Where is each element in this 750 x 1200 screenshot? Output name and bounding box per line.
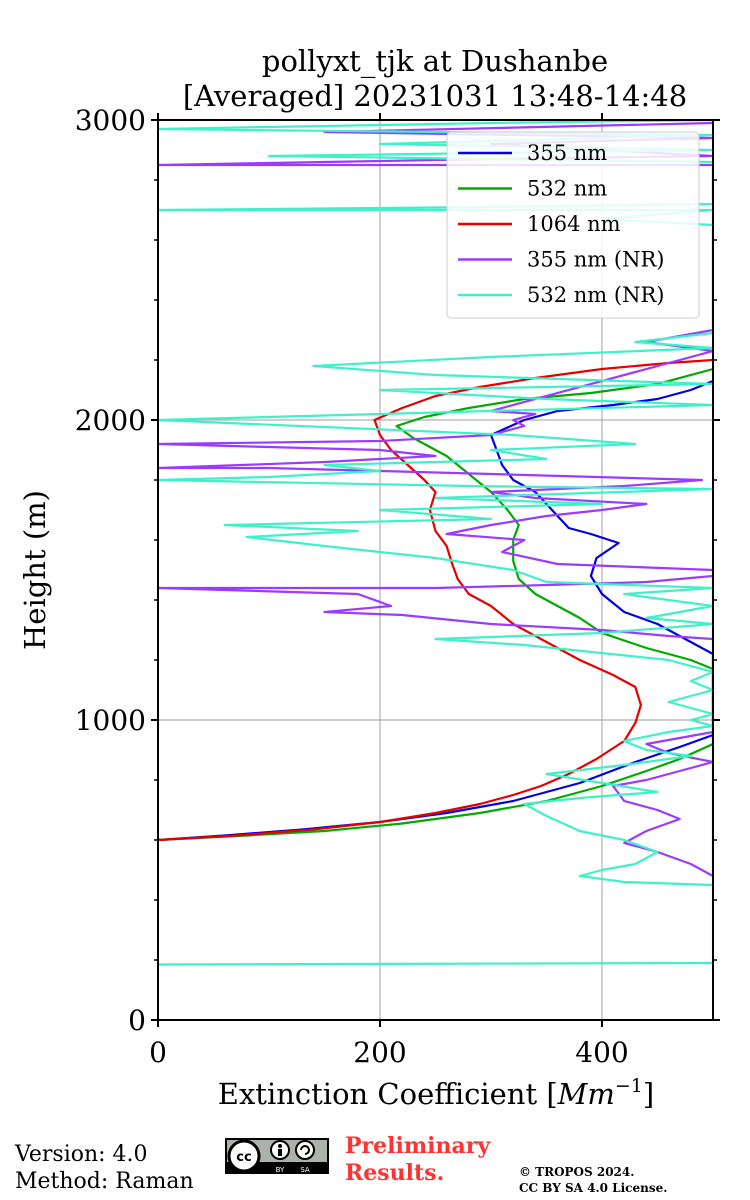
cc-sa-icon xyxy=(295,1140,315,1160)
y-axis-label: Height (m) xyxy=(18,490,52,650)
y-tick-labels: 0 1000 2000 3000 xyxy=(75,104,146,1037)
cc-license-badge: cc BY SA xyxy=(225,1138,329,1174)
cc-by-label: BY xyxy=(276,1166,285,1174)
y-tick-label: 1000 xyxy=(75,704,146,737)
legend-label-0: 355 nm xyxy=(527,141,607,165)
copyright-line1: © TROPOS 2024. xyxy=(519,1165,634,1179)
axis-ticks xyxy=(151,113,720,1027)
x-tick-label: 400 xyxy=(575,1036,628,1069)
cc-sa-arrow xyxy=(300,1145,310,1155)
series-line-2 xyxy=(158,358,713,842)
plot-frame xyxy=(157,119,714,1021)
preliminary-text-line2: Results. xyxy=(345,1160,444,1186)
series-line-3 xyxy=(158,121,713,878)
version-text: Version: 4.0 xyxy=(14,1142,148,1167)
legend-label-4: 532 nm (NR) xyxy=(527,283,664,307)
x-tick-label: 200 xyxy=(353,1036,406,1069)
legend-box xyxy=(446,131,700,319)
y-tick-label: 3000 xyxy=(75,104,146,137)
cc-by-body xyxy=(278,1149,282,1156)
legend-label-2: 1064 nm xyxy=(527,212,621,236)
legend-label-1: 532 nm xyxy=(527,177,607,201)
method-text: Method: Raman xyxy=(15,1169,194,1194)
y-tick-label: 2000 xyxy=(75,404,146,437)
x-tick-labels: 0 200 400 xyxy=(149,1036,629,1069)
y-tick-label: 0 xyxy=(128,1004,146,1037)
chart-title-line2: [Averaged] 20231031 13:48-14:48 xyxy=(183,79,687,113)
legend: 355 nm 532 nm 1064 nm 355 nm (NR) 532 nm (NR… xyxy=(446,131,700,319)
x-axis-label: Extinction Coefficient [Mm−1] xyxy=(218,1075,654,1111)
copyright-line2: CC BY SA 4.0 License. xyxy=(519,1181,667,1195)
chart-title-line1: pollyxt_tjk at Dushanbe xyxy=(262,44,608,79)
series-line-1 xyxy=(158,367,713,842)
x-tick-label: 0 xyxy=(149,1036,167,1069)
series-line-4 xyxy=(158,120,713,966)
x-axis-label-unit: Mm xyxy=(557,1077,615,1111)
cc-logo-icon xyxy=(227,1139,261,1173)
x-axis-label-text: Extinction Coefficient [ xyxy=(218,1077,558,1111)
cc-sa-label: SA xyxy=(300,1166,310,1174)
series-group xyxy=(158,120,713,966)
preliminary-text-line1: Preliminary xyxy=(345,1133,491,1159)
x-axis-label-exp: −1 xyxy=(615,1075,643,1097)
x-axis-label-close: ] xyxy=(643,1077,654,1111)
cc-logo-text: cc xyxy=(236,1150,251,1165)
cc-by-head xyxy=(278,1144,282,1148)
legend-label-3: 355 nm (NR) xyxy=(527,248,664,272)
